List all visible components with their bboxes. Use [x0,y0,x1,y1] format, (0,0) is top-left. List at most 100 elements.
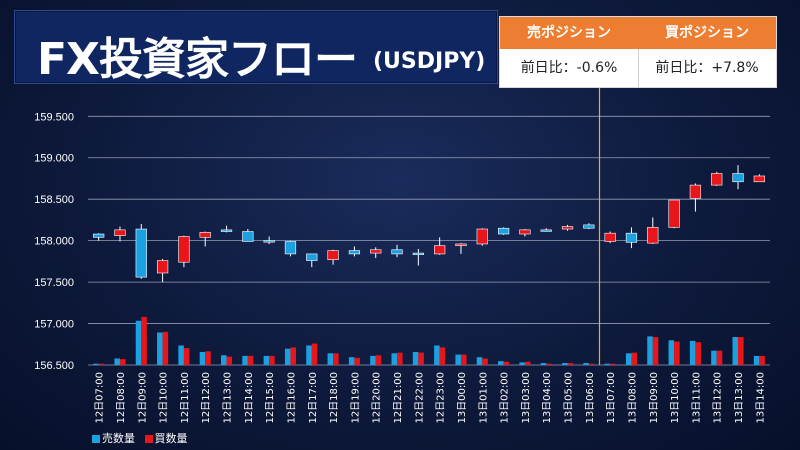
volume-bar-sell [519,362,525,365]
volume-bar-buy [98,363,105,365]
x-tick-label: 12日23:00 [436,372,447,424]
candle-sell [732,173,744,183]
x-tick-label: 12日20:00 [372,372,383,424]
volume-bar-buy [119,359,126,365]
x-tick-label: 13日10:00 [670,372,681,424]
volume-bar-buy [290,347,297,365]
y-tick-label: 157.500 [34,277,74,289]
volume-bar-buy [524,361,531,365]
candle-buy [434,245,446,255]
volume-bar-sell [476,357,483,365]
x-tick-label: 13日11:00 [691,372,702,424]
x-tick-label: 12日18:00 [329,372,340,424]
volume-bar-sell [668,340,675,365]
x-tick-label: 12日16:00 [286,372,297,424]
volume-bar-sell [263,355,270,365]
candle-sell [93,233,105,238]
volume-bar-buy [397,352,403,365]
volume-bar-buy [141,316,147,365]
x-tick-label: 12日21:00 [393,372,404,424]
candle-sell [220,229,233,232]
volume-bar-buy [503,361,510,365]
volume-bar-sell [434,345,440,365]
volume-bar-sell [370,355,376,365]
volume-bar-sell [199,352,206,365]
volume-bar-sell [114,358,120,365]
y-tick-label: 156.500 [34,360,74,372]
candle-buy [327,250,339,261]
candle-buy [753,175,765,183]
volume-bar-sell [753,355,760,365]
candle-buy [114,229,126,236]
volume-bar-buy [610,363,616,365]
candle-sell [284,241,297,255]
candle-buy [156,260,169,274]
volume-bar-buy [354,357,360,365]
volume-bar-buy [183,348,190,365]
y-tick-label: 159.500 [34,111,74,123]
volume-bar-buy [418,352,424,365]
y-tick-label: 158.500 [34,194,74,206]
x-tick-label: 13日09:00 [649,372,660,424]
volume-bar-buy [759,355,765,365]
x-tick-label: 12日09:00 [137,372,148,424]
y-tick-label: 158.000 [34,236,74,248]
candle-buy [647,227,659,244]
volume-bar-sell [732,337,739,365]
candle-buy [476,228,488,245]
position-summary-table: 売ポジション 前日比：-0.6% 買ポジション 前日比：+7.8% [499,16,777,88]
candle-buy [519,229,531,235]
volume-bar-buy [162,331,169,365]
x-tick-label: 13日14:00 [755,372,766,424]
volume-bar-sell [135,320,142,365]
x-tick-label: 13日03:00 [521,372,532,424]
x-tick-label: 12日13:00 [223,372,234,424]
volume-bar-buy [716,350,723,365]
x-tick-label: 12日17:00 [308,372,319,424]
x-tick-label: 13日08:00 [627,372,638,424]
x-tick-label: 13日02:00 [500,372,511,424]
volume-bar-sell [93,363,99,365]
volume-bar-buy [738,337,744,365]
x-tick-label: 13日00:00 [457,372,468,424]
x-tick-label: 12日15:00 [265,372,276,424]
volume-bar-sell [455,354,461,365]
volume-bar-sell [711,350,717,365]
candle-sell [412,252,424,255]
volume-bar-buy [631,352,638,365]
volume-bar-buy [205,351,211,365]
legend-label-buy: 買数量 [154,432,188,445]
x-tick-label: 13日06:00 [585,372,596,424]
page-subtitle: (USDJPY) [373,49,486,74]
x-tick-label: 13日12:00 [713,372,724,424]
volume-bar-sell [647,336,653,365]
volume-bar-sell [157,332,163,365]
volume-bar-sell [540,363,547,365]
candle-sell [583,224,595,229]
volume-bar-buy [567,363,574,365]
sell-position-column: 売ポジション 前日比：-0.6% [500,17,639,87]
volume-bar-buy [311,343,318,365]
candle-buy [455,243,467,246]
candle-buy [561,226,574,230]
volume-bar-sell [561,363,568,365]
x-tick-label: 12日12:00 [201,372,212,424]
buy-position-column: 買ポジション 前日比：+7.8% [638,17,776,87]
candle-sell [391,249,403,255]
legend-item-sell: 売数量 [92,432,135,445]
volume-bar-sell [242,355,248,365]
sell-position-header: 売ポジション [500,17,638,49]
x-tick-label: 13日05:00 [564,372,575,424]
candle-buy [178,236,190,263]
page-title: FX投資家フロー [37,34,358,85]
x-tick-label: 12日10:00 [159,372,170,424]
volume-bar-sell [220,355,227,365]
x-tick-label: 12日11:00 [180,372,191,424]
volume-bar-sell [178,345,184,365]
legend-label-sell: 売数量 [102,432,135,445]
candle-buy [604,232,616,242]
candle-buy [689,184,702,199]
candle-sell [540,229,552,232]
volume-bar-buy [439,347,446,365]
